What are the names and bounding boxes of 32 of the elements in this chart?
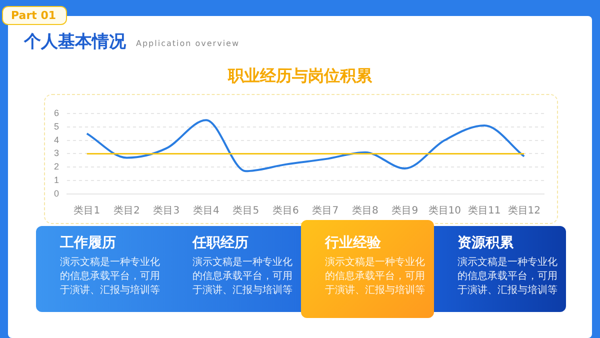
x-tick-label: 类目2 [113,204,140,217]
y-tick-label: 2 [54,162,60,172]
x-tick-label: 类目4 [192,204,220,217]
x-tick-label: 类目11 [468,204,501,217]
y-tick-label: 5 [54,121,60,132]
text: 个人基本情况 [24,31,126,53]
x-tick-label: 类目6 [272,204,299,217]
line-series [86,119,526,172]
x-tick-label: 类目12 [508,204,540,217]
text: 演示文稿是一种专业化的信息承载平台，可用于演讲、汇报与培训等 [325,256,426,298]
x-tick-label: 类目1 [74,204,100,217]
x-tick-label: 类目8 [352,204,378,217]
text: Application overview [136,39,240,48]
x-tick-label: 类目7 [312,204,339,217]
text: 任职经历 [192,234,250,252]
x-tick-label: 类目5 [232,204,260,217]
text: 资源积累 [458,234,514,252]
x-tick-label: 类目10 [428,204,461,217]
x-tick-label: 类目9 [392,204,418,217]
y-tick-label: 6 [54,108,60,118]
text: Part 01 [2,6,68,25]
text: 演示文稿是一种专业化的信息承载平台，可用于演讲、汇报与培训等 [458,256,558,298]
text: 行业经验 [325,234,382,252]
text: 演示文稿是一种专业化的信息承载平台，可用于演讲、汇报与培训等 [60,256,160,298]
x-tick-label: 类目3 [153,204,180,217]
y-tick-label: 4 [54,134,60,145]
chart-title: 职业经历与岗位积累 [226,66,373,87]
text: 工作履历 [60,234,117,252]
y-tick-label: 1 [54,175,60,186]
y-tick-label: 0 [54,188,60,198]
y-tick-label: 3 [54,148,60,158]
text: 演示文稿是一种专业化的信息承载平台，可用于演讲、汇报与培训等 [192,256,293,298]
